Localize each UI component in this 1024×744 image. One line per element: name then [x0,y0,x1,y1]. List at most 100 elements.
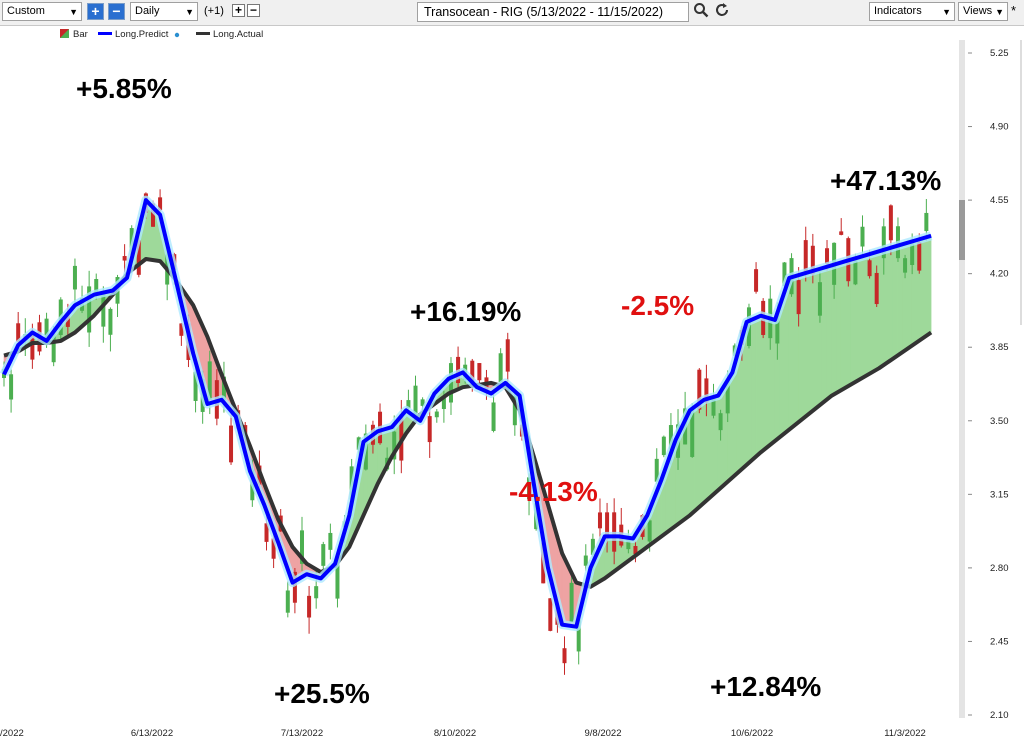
bar-body [434,411,439,418]
bar-body [498,353,503,383]
bar-body [697,369,702,410]
bar-body [335,559,340,599]
y-tick-label: 4.55 [990,195,1009,206]
fill-segment [751,317,757,462]
toolbar: Custom ▼ + − Daily ▼ (+1) + − Transocean -… [0,0,1024,26]
bar-body [874,272,879,305]
legend-swatch-bar-up [60,29,69,38]
x-tick-label: 11/3/2022 [884,728,926,739]
fill-segment [694,402,700,512]
bar-body [505,339,510,372]
bar-body [285,590,290,613]
legend-item-bar[interactable]: Bar [60,29,88,40]
fill-segment [883,248,889,366]
bar-body [704,378,709,403]
fill-segment [888,246,894,363]
bar-body [562,648,567,664]
chevron-down-icon: ▼ [942,7,951,17]
period-select[interactable]: Daily ▼ [130,2,198,21]
legend-item-long-actual[interactable]: Long.Actual [196,29,263,40]
fill-segment [807,270,814,416]
y-tick-label: 4.20 [990,269,1009,280]
refresh-icon[interactable] [713,2,731,22]
bar-body [626,535,631,550]
zoom-in-button[interactable]: + [87,3,104,20]
annotation-label: +12.84% [710,671,821,702]
annotation-label: +25.5% [274,678,370,709]
chevron-down-icon: ▼ [995,7,1004,17]
bar-body [101,290,106,327]
zoom-out-button[interactable]: − [108,3,125,20]
bar-body [810,245,815,275]
bar-body [420,399,425,406]
bar-body [569,582,574,622]
layout-select[interactable]: Custom ▼ [2,2,82,21]
y-tick-label: 3.50 [990,416,1009,427]
fill-segment [921,236,927,340]
bar-body [867,260,872,277]
annotation-label: +47.13% [830,165,941,196]
bar-body [583,555,588,566]
offset-minus-button[interactable]: − [247,4,260,17]
bar-body [888,205,893,241]
bar-body [307,595,312,618]
bar-body [654,458,659,482]
bar-body [754,269,759,292]
annotations: +5.85% +25.5% +16.19% -2.5% -4.13% +12.84% +47… [76,73,941,709]
x-tick-label: 9/8/2022 [585,728,622,739]
bar-body [633,546,638,554]
bar-body [817,282,822,316]
views-modified-marker: * [1011,3,1017,18]
bar-body [179,323,184,336]
bar-body [725,379,730,414]
annotation-label: +16.19% [410,296,521,327]
bar-body [825,248,830,264]
bar-body [65,315,70,327]
bar-body [328,532,333,550]
bar-body [413,385,418,418]
plus-icon: + [91,3,100,19]
bar-body [158,197,163,211]
bar-body [136,240,141,275]
bar-body [470,360,475,385]
fill-segment [926,235,932,337]
vertical-scrollbar[interactable] [959,40,965,718]
bar-body [910,240,915,266]
bar-body [690,407,695,457]
minus-icon: − [112,3,121,19]
y-tick-label: 5.25 [990,48,1009,59]
bar-body [406,400,411,409]
price-chart[interactable]: Bar Long.Predict Long.Actual 5.25 4.90 4.5… [0,25,1024,744]
offset-plus-button[interactable]: + [232,4,245,17]
bar-body [448,363,453,403]
minus-icon: − [249,3,257,17]
search-icon[interactable] [692,2,710,22]
indicators-select[interactable]: Indicators ▼ [869,2,955,21]
legend: Bar Long.Predict Long.Actual [60,29,263,40]
bar-body [924,212,929,232]
scrollbar-thumb[interactable] [959,200,965,260]
views-select-value: Views [963,5,993,17]
chevron-down-icon: ▼ [185,7,194,17]
bar-body [321,544,326,566]
bar-body [576,619,581,652]
views-select[interactable]: Views ▼ [958,2,1008,21]
fill-segment [878,249,885,369]
fill-segment [803,271,809,419]
legend-item-long-predict[interactable]: Long.Predict [98,29,180,40]
bar-body [590,538,595,555]
bar-body [427,416,432,443]
bar-body [299,530,304,564]
legend-label-predict: Long.Predict [115,29,169,40]
annotation-label: -2.5% [621,290,694,321]
bar-body [548,598,553,631]
period-select-value: Daily [135,5,160,17]
bar-body [87,286,92,333]
bar-body [207,361,212,401]
bar-body [782,262,787,287]
bar-body [392,431,397,460]
bar-body [605,512,610,539]
chart-title: Transocean - RIG (5/13/2022 - 11/15/2022… [417,2,689,22]
x-tick-label: 8/10/2022 [434,728,476,739]
long-predict-line [2,198,932,629]
